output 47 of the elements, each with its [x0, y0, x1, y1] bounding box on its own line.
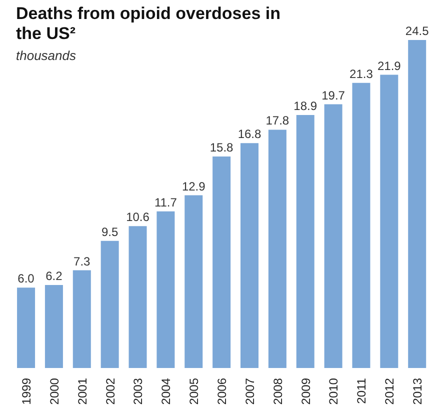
x-tick-label: 2011: [354, 378, 369, 404]
x-tick-label: 2005: [187, 378, 202, 405]
chart-title: Deaths from opioid overdoses in the US²: [16, 4, 282, 44]
data-label: 16.8: [238, 127, 262, 142]
data-label: 11.7: [154, 195, 178, 210]
x-tick-label: 2008: [270, 378, 285, 405]
x-tick-label: 2007: [242, 378, 257, 405]
bar: [408, 40, 426, 368]
x-tick-label: 2010: [326, 378, 341, 405]
data-label: 7.3: [74, 254, 91, 268]
data-label: 18.9: [294, 98, 318, 113]
bar: [212, 156, 231, 368]
x-tick-label: 2001: [75, 378, 90, 405]
text: thousands: [16, 48, 76, 63]
x-tick-label: 2004: [159, 378, 174, 405]
bar: [268, 130, 286, 368]
bar: [296, 114, 314, 368]
bar: [184, 195, 203, 368]
bar: [17, 288, 36, 368]
x-tick-label: 2000: [47, 378, 62, 405]
bar: [324, 104, 342, 368]
bar: [156, 211, 175, 368]
bar: [72, 270, 91, 368]
data-label: 21.3: [350, 66, 374, 81]
data-label: 12.9: [182, 179, 206, 194]
x-tick-label: 1999: [19, 378, 34, 405]
x-tick-label: 2013: [410, 378, 425, 405]
x-tick-label: 2009: [298, 378, 313, 405]
x-tick-label: 2012: [382, 378, 397, 405]
data-label: 6.0: [18, 272, 35, 286]
data-label: 24.5: [405, 24, 430, 38]
bar: [128, 226, 147, 368]
data-label: 9.5: [101, 224, 118, 239]
x-tick-label: 2006: [215, 378, 230, 405]
bar: [100, 240, 119, 368]
bar: [380, 74, 398, 368]
data-label: 10.6: [126, 210, 150, 224]
data-label: 15.8: [210, 140, 234, 154]
data-label: 19.7: [322, 88, 346, 102]
data-label: 17.8: [266, 114, 290, 128]
bar: [44, 284, 63, 368]
bar: [352, 82, 370, 368]
x-tick-label: 2002: [103, 378, 118, 405]
bar: [240, 143, 258, 368]
data-label: 6.2: [46, 268, 63, 283]
data-label: 21.9: [377, 58, 402, 73]
x-tick-label: 2003: [131, 378, 146, 405]
